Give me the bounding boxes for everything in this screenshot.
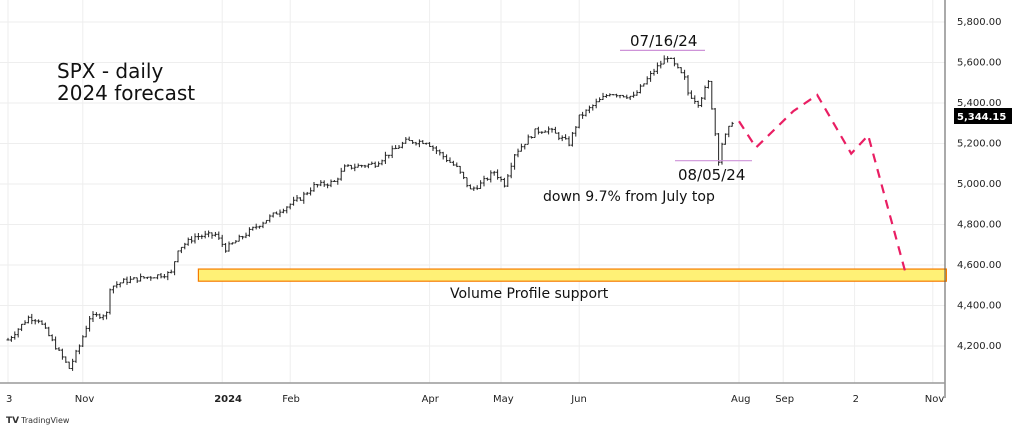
- time-tick-label: Nov: [75, 394, 95, 405]
- price-bars: [6, 55, 734, 371]
- time-tick-label: Nov: [925, 394, 945, 405]
- price-tick-label: 5,600.00: [957, 58, 1002, 69]
- time-tick-label: Feb: [282, 394, 300, 405]
- tradingview-logo[interactable]: TV TradingView: [6, 416, 69, 426]
- last-price-badge: [954, 108, 1012, 124]
- low-date-label: 08/05/24: [678, 166, 745, 184]
- time-tick-label: 2: [853, 394, 859, 405]
- drop-annotation: down 9.7% from July top: [543, 189, 715, 205]
- time-tick-label: Aug: [731, 394, 751, 405]
- tradingview-mark: TV: [6, 416, 20, 426]
- tradingview-brand: TradingView: [21, 416, 70, 425]
- last-price-label: 5,344.15: [957, 112, 1006, 123]
- price-tick-label: 4,400.00: [957, 301, 1002, 312]
- price-tick-label: 5,000.00: [957, 179, 1002, 190]
- time-tick-label: Jun: [570, 394, 587, 405]
- time-axis[interactable]: 3 Nov 2024 Feb Apr May Jun Aug Sep 2 Nov: [0, 382, 945, 405]
- time-tick-label: 2024: [214, 394, 242, 405]
- price-tick-label: 5,400.00: [957, 98, 1002, 109]
- support-zone: [197, 268, 947, 282]
- chart-title: SPX - daily: [57, 59, 163, 83]
- top-date-label: 07/16/24: [630, 32, 697, 50]
- forecast-path: [738, 93, 907, 274]
- price-tick-label: 4,200.00: [957, 341, 1002, 352]
- support-label: Volume Profile support: [450, 286, 609, 302]
- price-tick-label: 5,200.00: [957, 139, 1002, 150]
- time-tick-label: May: [493, 394, 514, 405]
- time-tick-label: Apr: [422, 394, 440, 405]
- price-axis[interactable]: 5,800.00 5,600.00 5,400.00 5,200.00 5,000.00…: [944, 0, 1002, 398]
- time-tick-label: Sep: [775, 394, 794, 405]
- forecast-line: [738, 93, 907, 274]
- chart-subtitle: 2024 forecast: [57, 81, 195, 105]
- support-zone-rect: [197, 268, 947, 282]
- time-tick-label: 3: [6, 394, 12, 405]
- annotations: [620, 49, 752, 162]
- grid: [0, 0, 945, 383]
- price-tick-label: 5,800.00: [957, 17, 1002, 28]
- price-tick-label: 4,600.00: [957, 260, 1002, 271]
- price-tick-label: 4,800.00: [957, 220, 1002, 231]
